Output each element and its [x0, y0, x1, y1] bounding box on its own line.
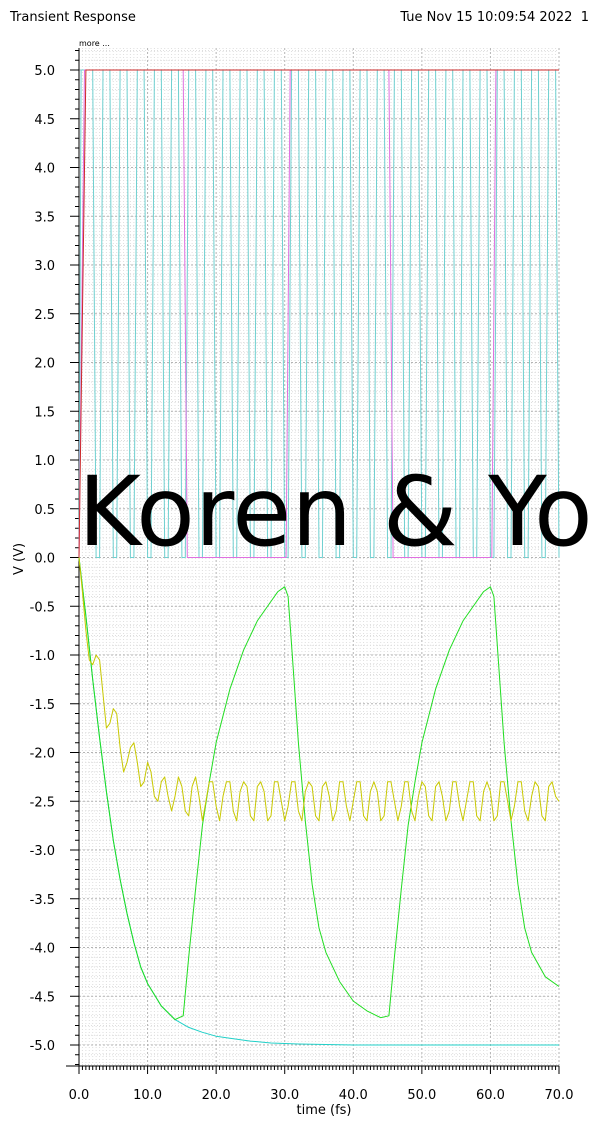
x-tick-label: 10.0 — [133, 1088, 162, 1103]
y-tick-label: 3.5 — [34, 210, 55, 225]
y-tick-label: 0.5 — [34, 503, 55, 518]
plot-title: Transient Response — [10, 10, 136, 25]
y-tick-label: 1.0 — [34, 454, 55, 469]
y-tick-label: -3.0 — [30, 844, 55, 859]
y-axis-title: V (V) — [12, 543, 27, 575]
series — [78, 69, 560, 1046]
y-tick-label: -0.5 — [30, 600, 55, 615]
y-tick-label: 2.5 — [34, 308, 55, 323]
y-tick-label: 3.0 — [34, 259, 55, 274]
y-tick-label: -4.0 — [30, 942, 55, 957]
x-tick-label: 20.0 — [202, 1088, 231, 1103]
y-tick-label: -1.0 — [30, 649, 55, 664]
x-axis-title: time (fs) — [297, 1103, 352, 1118]
y-tick-label: -5.0 — [30, 1039, 55, 1054]
overlay-watermark-text: Koren & Yoa — [78, 456, 592, 568]
y-tick-label: -3.5 — [30, 893, 55, 908]
series-line-5 — [78, 557, 560, 1021]
series-line-6 — [78, 557, 560, 822]
y-tick-label: -1.5 — [30, 698, 55, 713]
y-tick-label: -2.5 — [30, 795, 55, 810]
x-tick-label: 0.0 — [69, 1088, 90, 1103]
y-tick-label: 0.0 — [34, 552, 55, 567]
x-tick-label: 70.0 — [545, 1088, 574, 1103]
y-tick-label: 4.5 — [34, 113, 55, 128]
y-tick-label: 5.0 — [34, 64, 55, 79]
series-line-3 — [78, 69, 559, 558]
x-tick-label: 50.0 — [407, 1088, 436, 1103]
y-tick-label: -4.5 — [30, 990, 55, 1005]
page-number: 1 — [580, 10, 589, 25]
ticks: 5.0 4.5 4.0 3.5 3.0 2.5 2.0 1.5 1.0 0.5 0.0 -0.5 -1.… — [30, 50, 574, 1103]
y-tick-label: 1.5 — [34, 405, 55, 420]
timestamp: Tue Nov 15 10:09:54 2022 — [400, 10, 573, 25]
x-tick-label: 60.0 — [476, 1088, 505, 1103]
x-tick-label: 30.0 — [270, 1088, 299, 1103]
y-tick-label: 4.0 — [34, 162, 55, 177]
y-tick-label: 2.0 — [34, 357, 55, 372]
x-tick-label: 40.0 — [339, 1088, 368, 1103]
y-tick-label: -2.0 — [30, 747, 55, 762]
header-right: Tue Nov 15 10:09:54 2022 1 — [400, 10, 589, 25]
more-link[interactable]: more ... — [79, 39, 110, 48]
